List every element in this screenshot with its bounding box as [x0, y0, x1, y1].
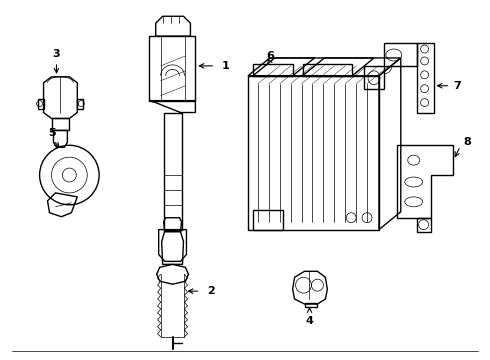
Text: 7: 7: [453, 81, 461, 91]
Text: 8: 8: [464, 137, 471, 147]
Text: 2: 2: [207, 286, 215, 296]
Text: 3: 3: [52, 49, 60, 59]
Text: 6: 6: [266, 51, 274, 61]
Text: 4: 4: [306, 316, 314, 326]
Text: 1: 1: [222, 61, 230, 71]
Text: 5: 5: [48, 128, 55, 138]
